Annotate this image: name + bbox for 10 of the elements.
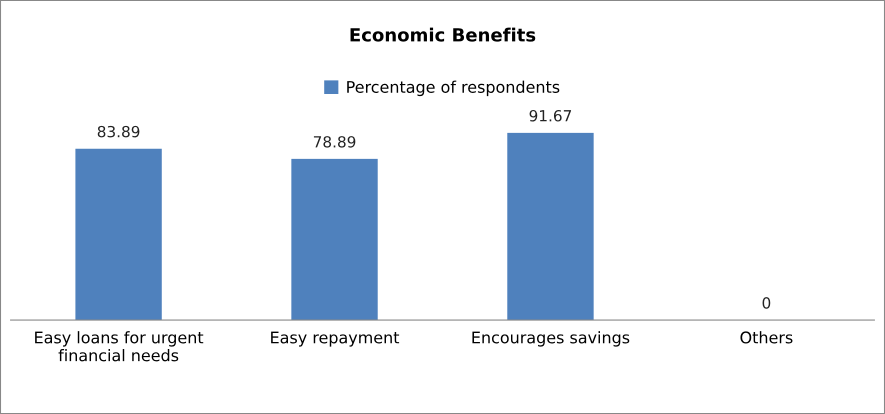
data-label: 91.67 (530, 110, 572, 122)
x-tick-label: Easy repayment (271, 332, 400, 347)
legend-label: Percentage of respondents (347, 80, 560, 96)
data-label: 78.89 (314, 136, 356, 148)
chart-title: Economic Benefits (350, 28, 536, 42)
x-tick-label: Encourages savings (472, 331, 630, 347)
x-tick-label: Others (740, 331, 792, 344)
x-tick-label: Easy loans for urgent financial needs (35, 331, 204, 362)
data-label: 0 (762, 297, 770, 309)
data-label: 83.89 (98, 126, 140, 138)
